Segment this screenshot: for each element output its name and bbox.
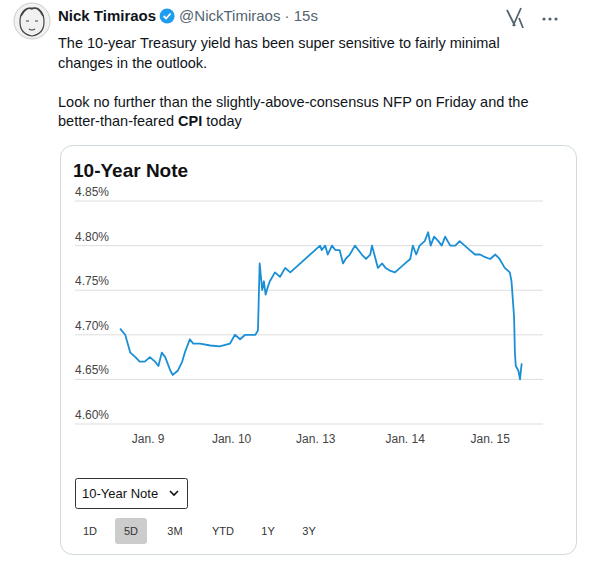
dropdown[interactable]: 10-Year Note xyxy=(76,479,188,509)
grid-line xyxy=(75,201,543,202)
tweet-text: Look no further than the slightly-above-… xyxy=(58,94,528,110)
x-tick-label: Jan. 9 xyxy=(132,432,165,446)
author-name: Nick Timiraos xyxy=(58,7,156,24)
tweet-text: CPI xyxy=(178,113,202,129)
chart-title: 10-Year Note xyxy=(73,160,188,181)
avatar-hair xyxy=(21,8,43,16)
more-dot[interactable] xyxy=(554,17,557,20)
y-tick-label: 4.85% xyxy=(75,185,109,199)
grid-line xyxy=(75,245,543,246)
grid-line xyxy=(75,424,543,425)
tweet-text: better-than-feared xyxy=(58,113,178,129)
background xyxy=(0,0,592,565)
dropdown-label[interactable]: 10-Year Note xyxy=(82,486,158,501)
tweet-text: today xyxy=(202,113,242,129)
range-selected xyxy=(115,518,147,544)
x-tick-label: Jan. 14 xyxy=(385,432,425,446)
yield-line xyxy=(120,232,522,379)
range-button[interactable]: 1D xyxy=(83,525,97,537)
tweet-line: The 10-year Treasury yield has been supe… xyxy=(58,35,500,51)
grid-line xyxy=(75,290,543,291)
range-button[interactable]: 3Y xyxy=(302,525,316,537)
x-tick-label: Jan. 15 xyxy=(471,432,511,446)
plot-area xyxy=(120,232,522,379)
range-button[interactable]: YTD xyxy=(212,525,234,537)
dropdown-box[interactable] xyxy=(76,479,188,509)
x-tick-label: Jan. 13 xyxy=(296,432,336,446)
page: Nick Timiraos @NickTimiraos · 15s The 10-y… xyxy=(0,0,592,565)
avatar xyxy=(14,3,50,39)
y-tick-label: 4.75% xyxy=(75,274,109,288)
more-dot[interactable] xyxy=(548,17,551,20)
tweet-text: The 10-year Treasury yield has been supe… xyxy=(58,35,500,51)
tweet-line: better-than-feared CPI today xyxy=(58,113,243,129)
verified-check xyxy=(164,14,171,19)
y-tick-label: 4.60% xyxy=(75,408,109,422)
grid-line xyxy=(75,334,543,335)
y-tick-label: 4.65% xyxy=(75,363,109,377)
range-button[interactable]: 3M xyxy=(167,525,182,537)
tweet-text: changes in the outlook. xyxy=(58,55,207,71)
y-tick-label: 4.80% xyxy=(75,230,109,244)
avatar-features xyxy=(26,21,38,30)
tweet-line: changes in the outlook. xyxy=(58,55,207,71)
range-button[interactable]: 5D xyxy=(124,525,138,537)
avatar-circle xyxy=(14,3,50,39)
tweet-line: Look no further than the slightly-above-… xyxy=(58,94,528,110)
dropdown-chevron xyxy=(170,491,178,495)
chart-card xyxy=(61,146,577,555)
grid-line xyxy=(75,379,543,380)
avatar-face xyxy=(20,8,44,36)
x-tick-label: Jan. 10 xyxy=(212,432,252,446)
range-button[interactable]: 1Y xyxy=(261,525,275,537)
more-dot[interactable] xyxy=(542,17,545,20)
y-tick-label: 4.70% xyxy=(75,319,109,333)
author-handle: @NickTimiraos · 15s xyxy=(179,7,318,24)
grok-icon[interactable] xyxy=(507,8,523,28)
verified-badge xyxy=(160,9,175,24)
